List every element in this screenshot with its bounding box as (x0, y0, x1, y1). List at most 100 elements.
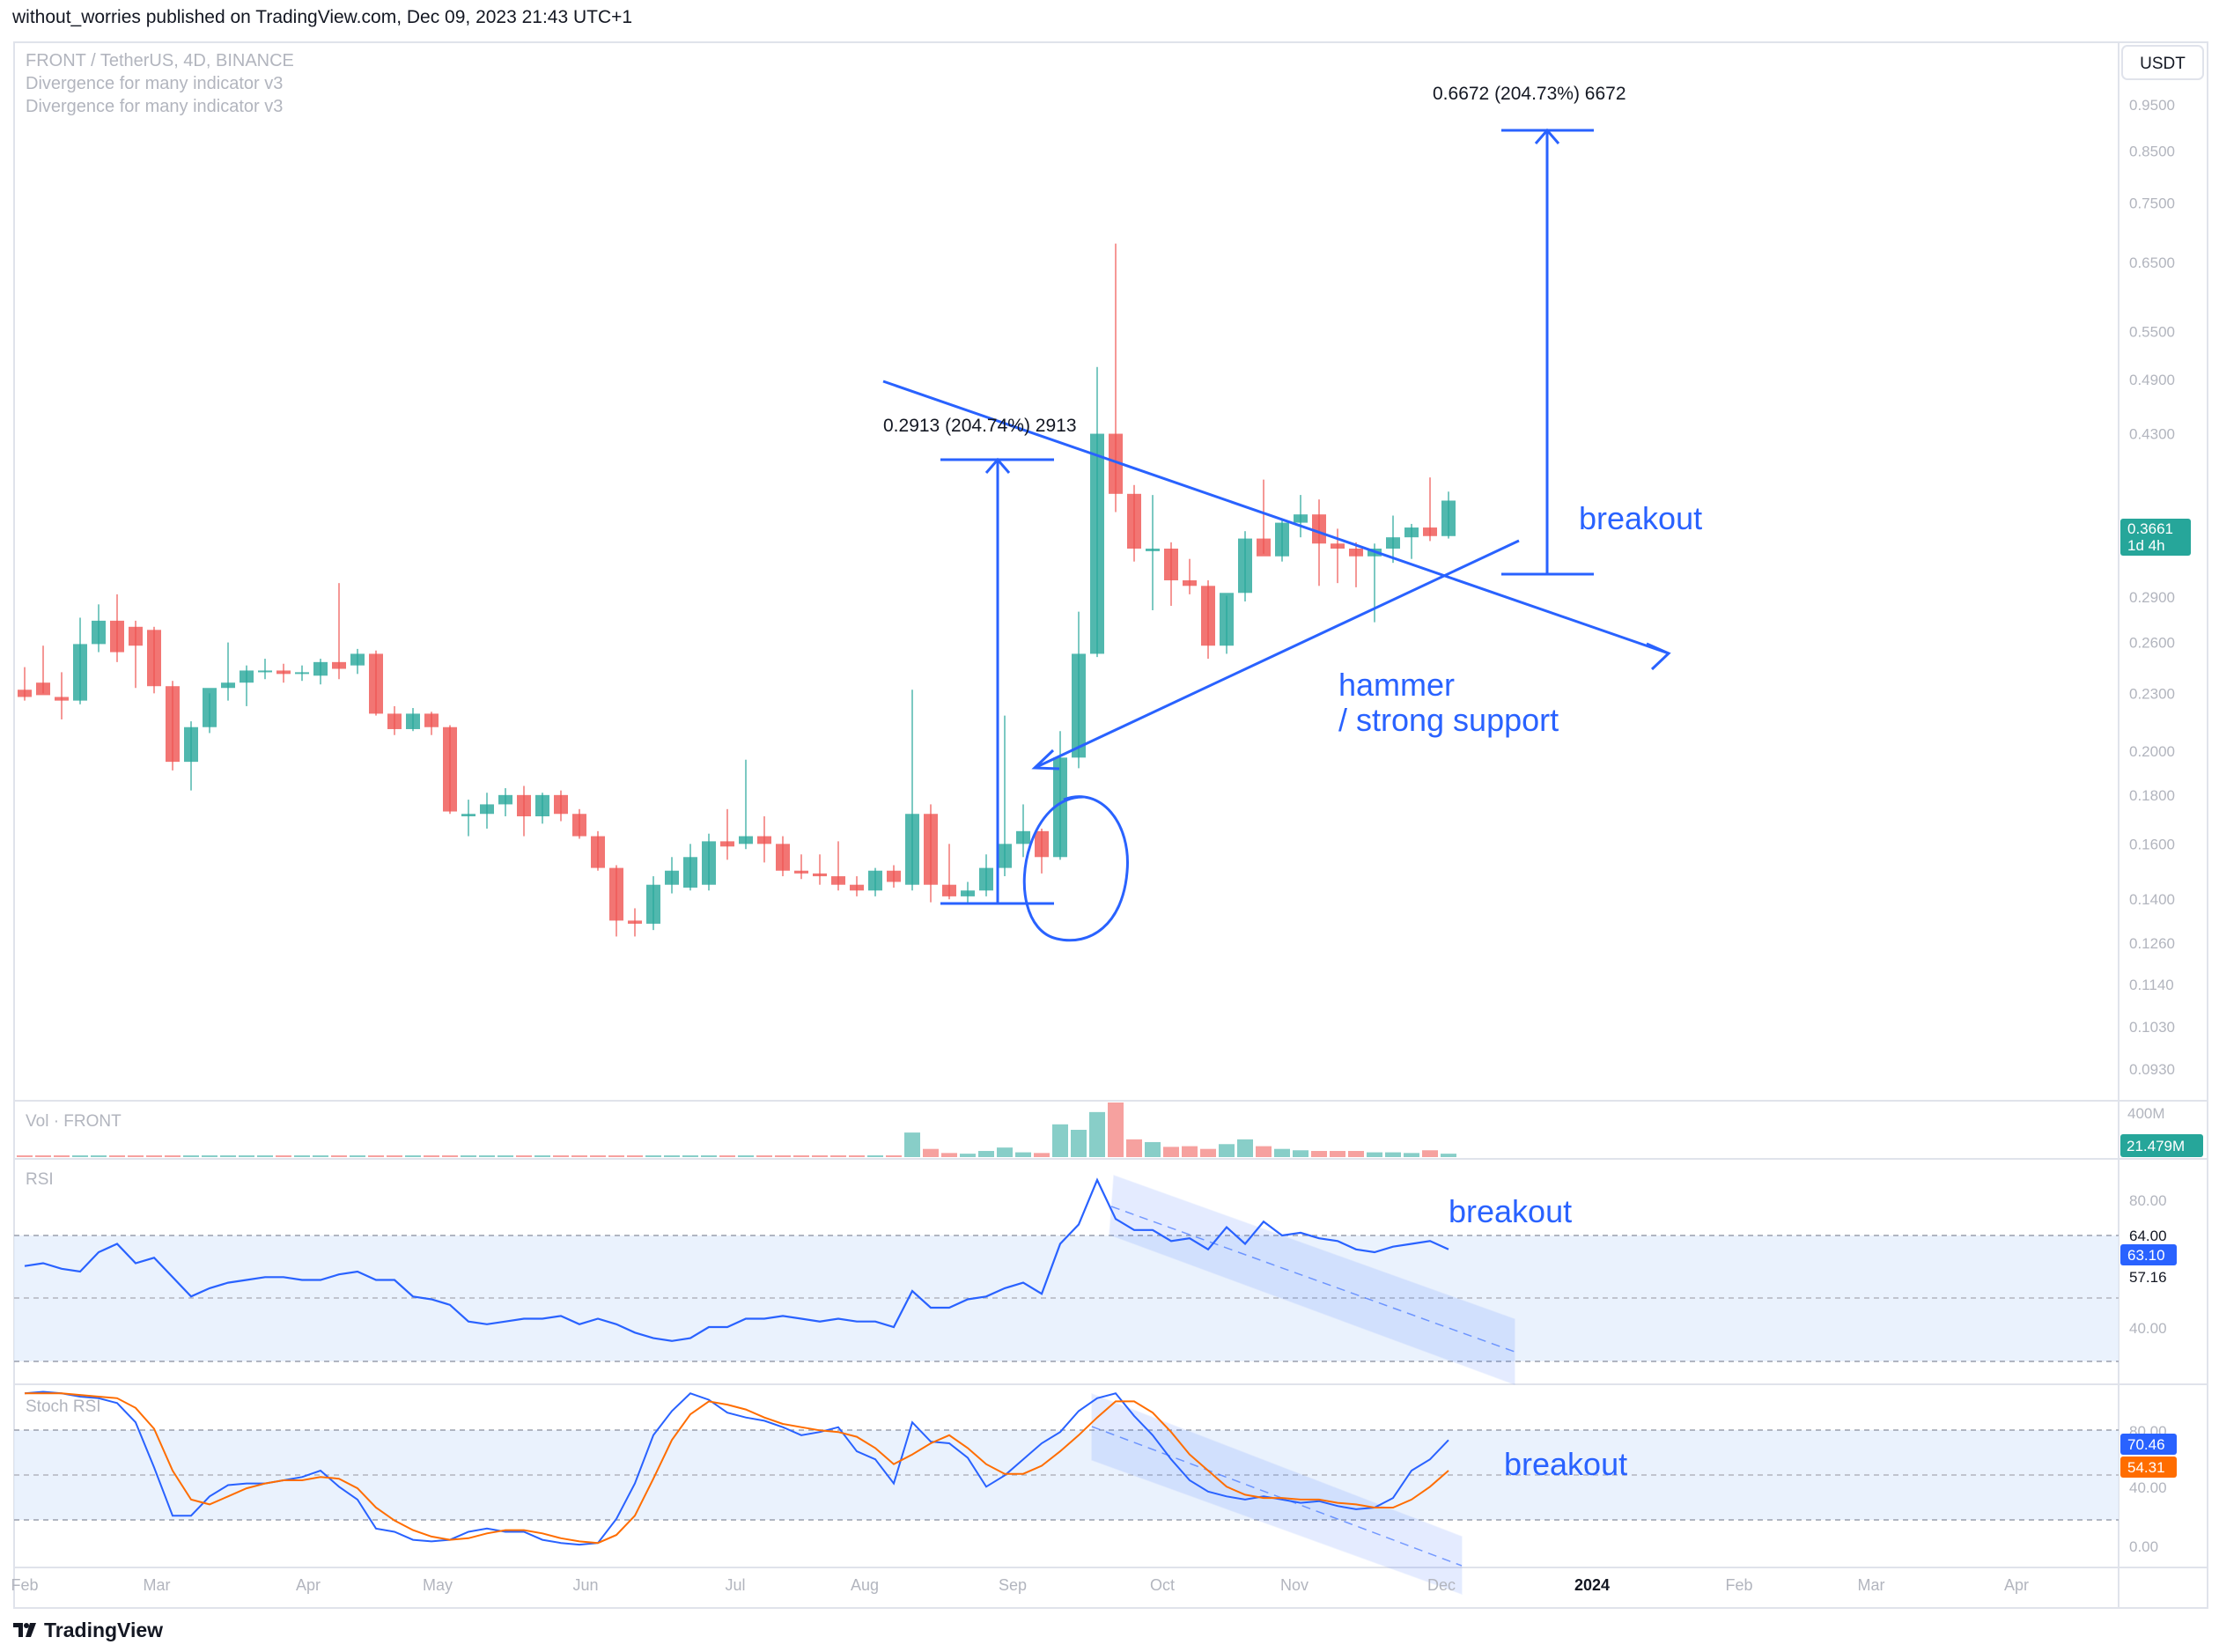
time-tick: May (423, 1576, 453, 1594)
volume-bar (1422, 1150, 1438, 1157)
candle-body (1423, 527, 1437, 536)
candle-body (498, 794, 512, 805)
volume-bar (701, 1155, 717, 1157)
descending-trendline[interactable] (882, 380, 1670, 655)
stoch-channel[interactable] (1091, 1392, 1463, 1596)
candle-body (1386, 537, 1400, 549)
legend-indicator-2[interactable]: Divergence for many indicator v3 (26, 97, 283, 116)
legend-symbol[interactable]: FRONT / TetherUS, 4D, BINANCE (26, 51, 294, 70)
footer: TradingView (12, 1617, 163, 1643)
volume-bar (276, 1155, 291, 1157)
volume-bar (1367, 1152, 1382, 1157)
rsi-layer (24, 1177, 1449, 1342)
candle-body (554, 794, 568, 815)
volume-bar (1348, 1151, 1364, 1157)
candle-body (850, 884, 864, 891)
volume-bar (109, 1155, 125, 1157)
candle-body (609, 867, 623, 921)
rsi-channel[interactable] (1109, 1174, 1515, 1386)
base-measure-label: 0.2913 (204.74%) 2913 (883, 416, 1077, 436)
volume-bar (146, 1155, 162, 1157)
candle-body (276, 670, 291, 675)
candle-body (73, 644, 87, 701)
candle-body (1016, 830, 1030, 844)
candle-body (572, 814, 586, 837)
candle-body (739, 836, 753, 844)
candle-body (868, 870, 882, 891)
candle-body (757, 836, 771, 844)
rsi-tick-64: 64.00 (2129, 1228, 2167, 1244)
breakout-main-label: breakout (1579, 500, 1702, 536)
volume-bar (608, 1155, 624, 1157)
candle-body (979, 867, 993, 891)
volume-bar (886, 1155, 902, 1157)
volume-bar (387, 1155, 402, 1157)
candle-body (905, 814, 919, 885)
volume-bar (405, 1155, 421, 1157)
volume-bar (664, 1155, 680, 1157)
stoch-tick-40: 40.00 (2129, 1479, 2167, 1496)
volume-bar (627, 1155, 643, 1157)
currency-button[interactable] (2121, 45, 2204, 80)
footer-brand: TradingView (44, 1618, 164, 1641)
volume-bar (331, 1155, 347, 1157)
volume-bar (719, 1155, 735, 1157)
ascending-trendline-arrowhead (1031, 749, 1060, 771)
legend-stoch[interactable]: Stoch RSI (26, 1398, 101, 1416)
volume-bar (442, 1155, 458, 1157)
volume-badge-value: 21.479M (2127, 1138, 2185, 1154)
candle-body (813, 873, 827, 877)
time-axis[interactable]: Feb Mar Apr May Jun Jul Aug Sep Oct Nov Dec 2024 Feb… (11, 1576, 2029, 1594)
volume-bar (257, 1155, 273, 1157)
legend-indicator-1[interactable]: Divergence for many indicator v3 (26, 74, 283, 93)
publish-header: without_worries published on TradingView… (12, 7, 633, 27)
candle-body (258, 670, 272, 673)
stoch-d-line[interactable] (25, 1392, 1449, 1545)
legend-rsi[interactable]: RSI (26, 1170, 54, 1189)
drawings-layer[interactable] (882, 128, 1671, 942)
volume-badge (2120, 1134, 2203, 1157)
time-tick: Feb (11, 1576, 38, 1594)
time-tick: Mar (144, 1576, 171, 1594)
volume-bar (1015, 1152, 1031, 1157)
volume-bar (239, 1155, 254, 1157)
candle-body (369, 653, 383, 714)
price-tick: 0.1140 (2129, 977, 2174, 993)
ascending-trendline[interactable] (1034, 539, 1520, 770)
candle-body (443, 726, 457, 812)
candles-layer (18, 243, 1456, 937)
volume-bar (202, 1155, 217, 1157)
stoch-d-value: 54.31 (2127, 1459, 2165, 1476)
candle-body (18, 690, 32, 697)
volume-bar (793, 1155, 809, 1157)
candle-body (424, 713, 439, 727)
rsi-channel-midline (1110, 1206, 1515, 1353)
legend-volume[interactable]: Vol · FRONT (26, 1112, 122, 1131)
candle-body (1164, 548, 1178, 581)
candle-body (1201, 586, 1215, 646)
candle-body (535, 794, 549, 817)
candle-body (184, 726, 198, 763)
candle-body (720, 841, 734, 847)
price-tick: 0.0930 (2129, 1061, 2175, 1078)
volume-bar (997, 1147, 1013, 1157)
volume-bar (682, 1155, 698, 1157)
price-tick: 0.2600 (2129, 635, 2175, 652)
volume-bar (1256, 1146, 1272, 1157)
time-tick: Dec (1427, 1576, 1456, 1594)
candle-body (332, 661, 346, 669)
breakout-stoch-label: breakout (1504, 1446, 1627, 1482)
price-tick: 0.1030 (2129, 1019, 2175, 1036)
rsi-tick-57: 57.16 (2129, 1269, 2167, 1286)
candle-body (665, 870, 679, 885)
price-tick: 0.9500 (2129, 97, 2175, 114)
time-tick: Aug (851, 1576, 879, 1594)
price-axis[interactable]: 1.05000.95000.85000.75000.65000.55000.49… (2129, 55, 2175, 1078)
candle-body (1090, 433, 1104, 654)
rsi-line[interactable] (24, 1177, 1449, 1342)
volume-bar (941, 1153, 957, 1157)
volume-bar (571, 1155, 587, 1157)
volume-bar (313, 1155, 328, 1157)
candle-body (628, 920, 642, 924)
